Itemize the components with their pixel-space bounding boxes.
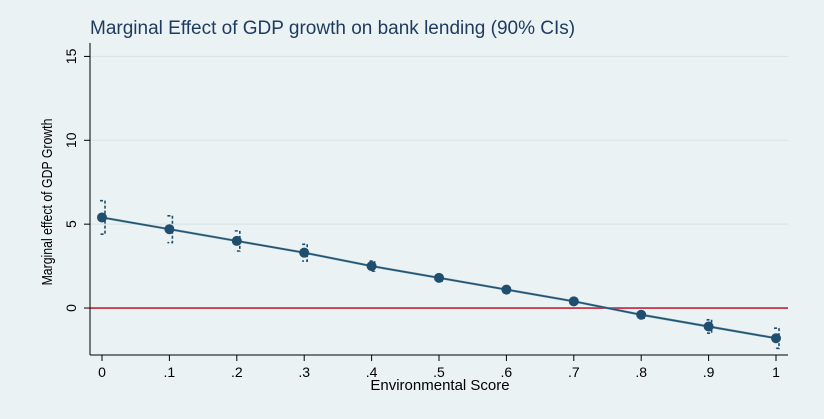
y-tick-label: 15 (63, 48, 79, 64)
plot-area (90, 43, 788, 355)
y-tick-label: 0 (63, 304, 79, 312)
ci-line (302, 243, 308, 262)
y-tick-label: 10 (63, 132, 79, 148)
x-tick-label: .5 (433, 364, 445, 380)
data-point (434, 272, 444, 283)
data-point (231, 235, 242, 246)
ci-bracket (302, 243, 308, 262)
x-tick-label: .6 (501, 364, 513, 380)
series-points (97, 212, 781, 344)
axes: 0 5 10 15 0 .1 .2 .3 .4 .5 .6 .7 .8 .9 1 (63, 43, 788, 380)
data-point (97, 212, 107, 223)
data-point (636, 309, 647, 320)
data-point (771, 333, 781, 344)
data-point (568, 296, 579, 307)
x-tick-label: .9 (703, 364, 715, 380)
ci-bracket (167, 214, 174, 244)
x-tick-label: .8 (635, 364, 647, 380)
data-point (164, 224, 175, 235)
data-point (366, 261, 377, 272)
x-tick-label: .4 (366, 364, 378, 380)
x-tick-label: 0 (98, 364, 106, 380)
x-tick-label: .1 (164, 364, 176, 380)
x-tick-label: .2 (231, 364, 243, 380)
data-point (703, 321, 714, 332)
ci-line (167, 214, 174, 244)
x-axis-label: Environmental Score (370, 377, 509, 394)
chart-title: Marginal Effect of GDP growth on bank le… (90, 18, 575, 39)
y-axis-label: Marginal effect of GDP Growth (39, 119, 55, 286)
x-tick-label: .7 (568, 364, 580, 380)
y-tick-label: 5 (63, 220, 79, 228)
x-tick-label: 1 (772, 364, 780, 380)
x-tick-label: .3 (298, 364, 310, 380)
data-point (501, 284, 512, 295)
data-point (299, 247, 310, 258)
